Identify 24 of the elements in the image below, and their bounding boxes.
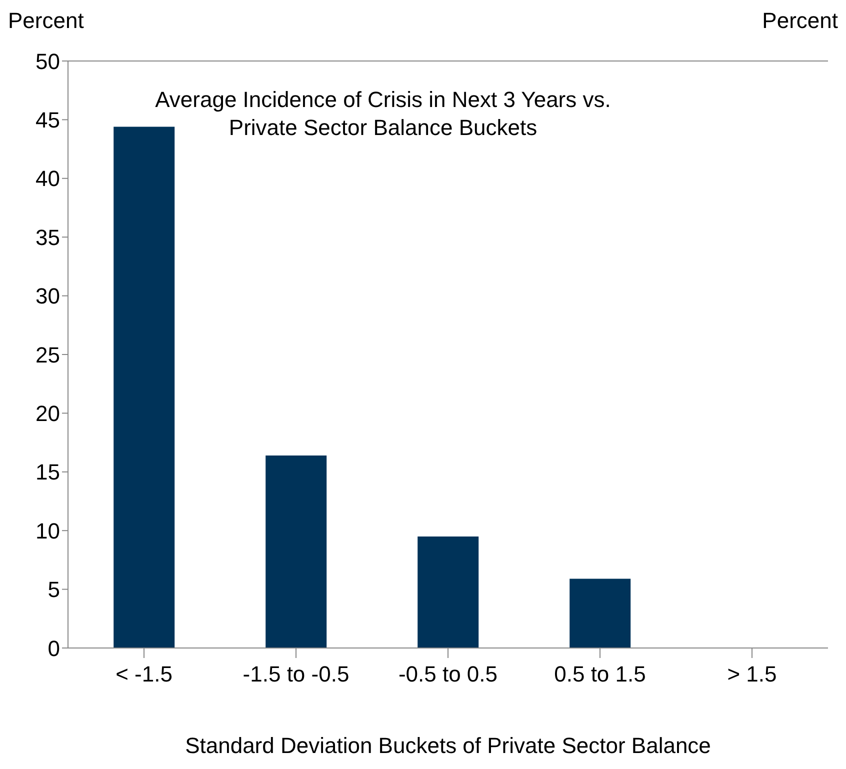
bar	[418, 536, 479, 648]
y-tick-label: 40	[36, 166, 60, 192]
bar	[570, 578, 631, 648]
x-axis-title: Standard Deviation Buckets of Private Sector Balance	[184, 733, 712, 759]
y2-axis-title: Percent	[762, 8, 838, 34]
y-tick-label: 45	[36, 108, 60, 133]
bar	[266, 455, 327, 648]
y-tick-label: 15	[36, 460, 60, 485]
x-tick-label: -0.5 to 0.5	[398, 662, 498, 687]
x-tick-label: -1.5 to -0.5	[242, 662, 350, 687]
x-tick-label: < -1.5	[116, 662, 172, 687]
y-tick-label: 20	[36, 401, 60, 426]
y-tick-label: 50	[36, 48, 60, 74]
y-tick-label: 30	[36, 284, 60, 309]
y-tick-label: 0	[48, 636, 60, 661]
y-tick-label: 25	[36, 342, 60, 368]
text: Average Incidence of Crisis in Next 3 Years vs. Private Sector Balance Buckets	[154, 86, 612, 142]
y-tick-label: 10	[36, 518, 60, 544]
x-tick-label: 0.5 to 1.5	[554, 662, 646, 687]
y-axis-title: Percent	[8, 8, 84, 34]
y-tick-label: 35	[36, 224, 60, 250]
x-tick-label: > 1.5	[727, 662, 777, 687]
y-tick-label: 5	[48, 577, 60, 602]
bar	[114, 126, 175, 648]
